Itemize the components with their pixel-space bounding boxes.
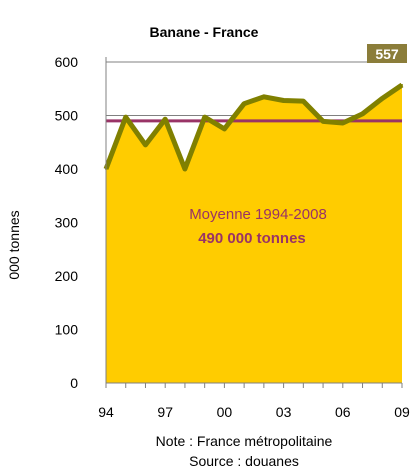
data-point (124, 116, 127, 119)
data-point (401, 84, 403, 87)
chart-title: Banane - France (150, 24, 259, 40)
x-tick-label: 97 (157, 404, 173, 420)
y-tick-label: 400 (55, 161, 79, 177)
average-label: Moyenne 1994-2008 (189, 206, 327, 223)
data-point (164, 118, 167, 121)
x-tick-label: 09 (394, 404, 410, 420)
data-point (282, 99, 285, 102)
y-tick-label: 200 (55, 268, 79, 284)
y-tick-label: 300 (55, 215, 79, 231)
data-point (322, 120, 325, 123)
note-text: Note : France métropolitaine (156, 433, 333, 449)
source-text: Source : douanes (189, 453, 299, 469)
x-axis-tick-labels: 94 97 00 03 06 09 (98, 404, 410, 420)
x-tick-label: 94 (98, 404, 114, 420)
data-point (361, 112, 364, 115)
data-point (262, 95, 265, 98)
data-point (341, 121, 344, 124)
last-value-badge: 557 (367, 44, 407, 63)
x-tick-label: 00 (217, 404, 233, 420)
y-tick-label: 500 (55, 108, 79, 124)
y-tick-label: 600 (55, 54, 79, 70)
data-point (302, 100, 305, 103)
y-axis-label: 000 tonnes (6, 210, 22, 279)
data-point (243, 102, 246, 105)
x-axis-ticks (105, 383, 403, 388)
average-value-label: 490 000 tonnes (198, 230, 306, 247)
data-point (183, 168, 186, 170)
data-point (203, 116, 206, 119)
x-tick-label: 03 (276, 404, 292, 420)
y-axis-tick-labels: 0 100 200 300 400 500 600 (55, 54, 79, 391)
x-tick-label: 06 (335, 404, 351, 420)
data-point (144, 143, 147, 146)
y-tick-label: 100 (55, 322, 79, 338)
last-value-label: 557 (375, 46, 399, 62)
last-value-badge-box (367, 44, 407, 63)
y-tick-label: 0 (70, 375, 78, 391)
data-point (223, 127, 226, 130)
series-line (103, 82, 404, 172)
data-point (381, 97, 384, 100)
